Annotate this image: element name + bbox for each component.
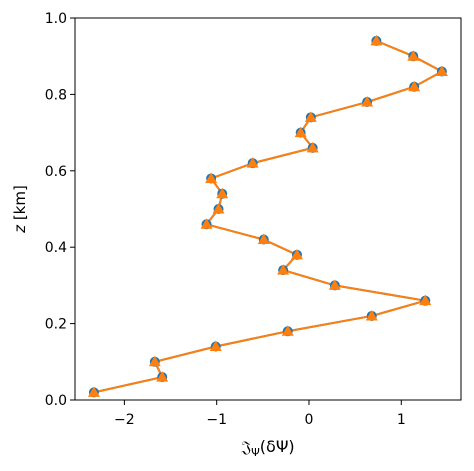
y-tick-label: 0.8 — [45, 87, 67, 103]
y-tick-label: 1.0 — [45, 11, 67, 27]
y-label-var: z — [11, 224, 29, 234]
point — [304, 111, 317, 122]
point — [246, 157, 259, 168]
point — [257, 233, 270, 245]
x-axis-label: 𝔍Ψ(δΨ) — [240, 437, 294, 459]
x-label-main: 𝔍 — [240, 437, 251, 456]
point — [277, 264, 290, 275]
series-line — [93, 39, 444, 394]
axes-frame — [74, 17, 462, 401]
point — [156, 371, 169, 382]
point — [306, 141, 319, 153]
x-label-sub: Ψ — [251, 446, 260, 459]
x-label-args: (δΨ) — [260, 437, 295, 456]
point — [290, 248, 303, 260]
x-tick-label: 1 — [397, 412, 406, 428]
point — [148, 355, 161, 367]
y-axis-label: z [km] — [11, 185, 29, 234]
point — [205, 172, 218, 183]
point — [408, 80, 421, 92]
y-label-unit: [km] — [11, 185, 29, 220]
plot-area — [87, 34, 448, 398]
point — [212, 203, 225, 214]
point — [87, 386, 100, 397]
point — [294, 126, 307, 138]
point — [407, 50, 420, 61]
x-tick-label: −1 — [206, 412, 227, 428]
x-tick-label: −2 — [114, 412, 135, 428]
point — [200, 218, 213, 229]
point — [281, 325, 294, 336]
y-tick-label: 0.2 — [45, 317, 67, 333]
point — [361, 96, 374, 107]
point — [216, 187, 229, 199]
point — [435, 65, 448, 76]
point — [365, 309, 378, 321]
y-tick-label: 0.4 — [45, 240, 67, 256]
point — [328, 279, 341, 290]
point — [209, 340, 222, 352]
point — [419, 294, 432, 306]
y-tick-label: 0.0 — [45, 393, 67, 409]
x-tick-label: 0 — [305, 412, 314, 428]
point — [370, 34, 383, 46]
y-tick-label: 0.6 — [45, 164, 67, 180]
